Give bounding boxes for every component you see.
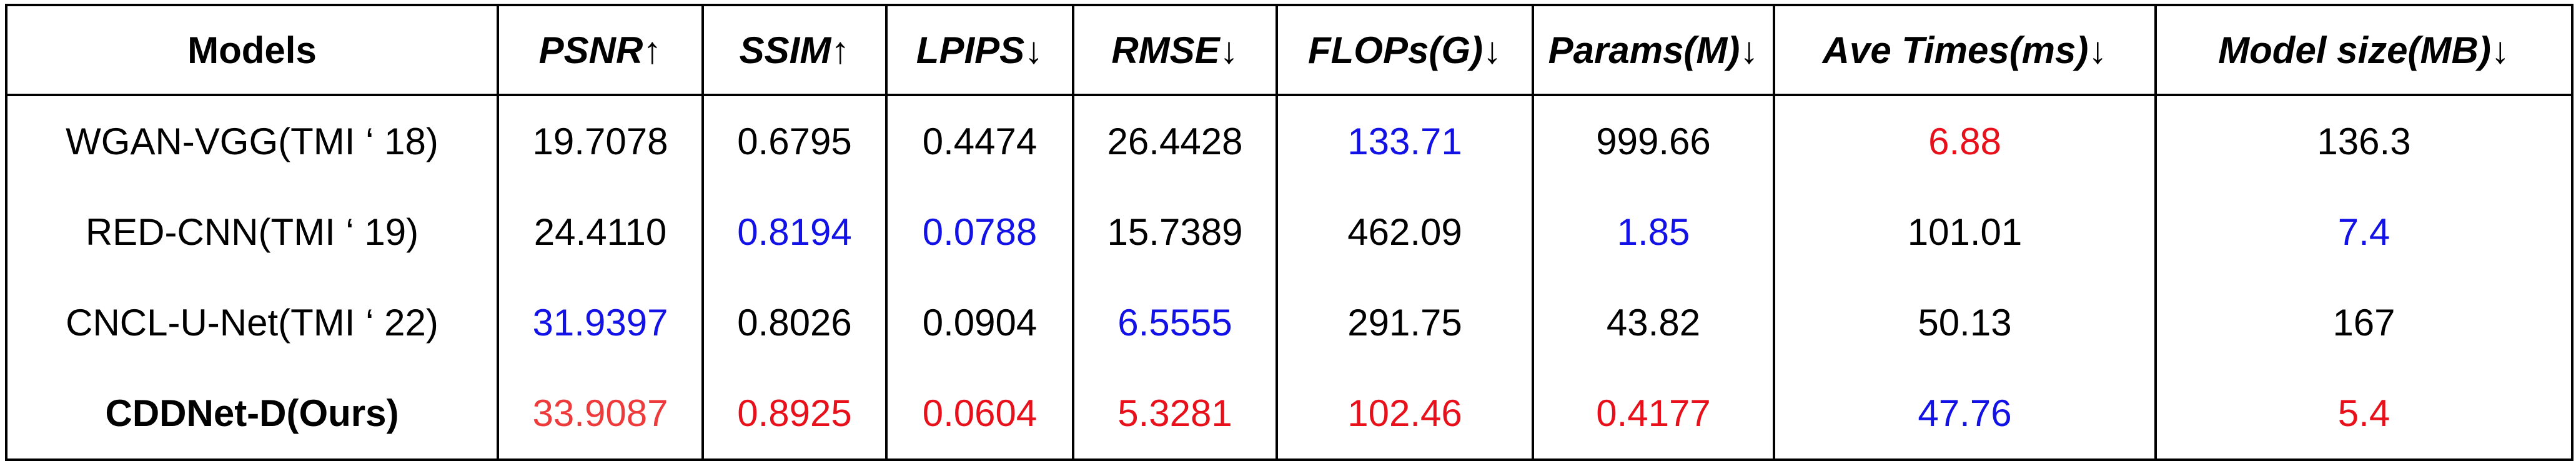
model-size-value-cell: 167 — [2154, 277, 2574, 368]
column-header-ave-times: Ave Times(ms)↓ — [1773, 4, 2157, 96]
params-value-cell: 43.82 — [1532, 277, 1775, 368]
comparison-table-container: Models PSNR↑ SSIM↑ LPIPS↓ RMSE↓ FLOPs(G)… — [5, 4, 2574, 461]
table-row: RED-CNN(TMI ‘ 19) 24.4110 0.8194 0.0788 15.7… — [5, 187, 2574, 277]
ssim-value-cell: 0.6795 — [701, 95, 888, 187]
rmse-value-cell: 15.7389 — [1072, 187, 1278, 277]
ave-times-value-cell: 47.76 — [1773, 368, 2157, 461]
model-name-cell: CNCL-U-Net(TMI ‘ 22) — [5, 277, 499, 368]
header-row: Models PSNR↑ SSIM↑ LPIPS↓ RMSE↓ FLOPs(G)… — [5, 4, 2574, 96]
flops-value-cell: 102.46 — [1276, 368, 1534, 461]
flops-value-cell: 462.09 — [1276, 187, 1534, 277]
table-body: WGAN-VGG(TMI ‘ 18) 19.7078 0.6795 0.4474 26.… — [5, 95, 2574, 461]
model-size-value-cell: 136.3 — [2154, 95, 2574, 187]
lpips-value-cell: 0.0788 — [885, 187, 1074, 277]
column-header-flops: FLOPs(G)↓ — [1276, 4, 1534, 96]
rmse-value-cell: 26.4428 — [1072, 95, 1278, 187]
column-header-params: Params(M)↓ — [1532, 4, 1775, 96]
table-row: WGAN-VGG(TMI ‘ 18) 19.7078 0.6795 0.4474 26.… — [5, 95, 2574, 187]
column-header-model-size: Model size(MB)↓ — [2154, 4, 2574, 96]
flops-value-cell: 133.71 — [1276, 95, 1534, 187]
comparison-table: Models PSNR↑ SSIM↑ LPIPS↓ RMSE↓ FLOPs(G)… — [5, 4, 2574, 461]
ave-times-value-cell: 6.88 — [1773, 95, 2157, 187]
model-name-cell: CDDNet-D(Ours) — [5, 368, 499, 461]
lpips-value-cell: 0.4474 — [885, 95, 1074, 187]
lpips-value-cell: 0.0604 — [885, 368, 1074, 461]
ssim-value-cell: 0.8194 — [701, 187, 888, 277]
rmse-value-cell: 5.3281 — [1072, 368, 1278, 461]
column-header-ssim: SSIM↑ — [701, 4, 888, 96]
ssim-value-cell: 0.8925 — [701, 368, 888, 461]
psnr-value-cell: 19.7078 — [497, 95, 704, 187]
model-size-value-cell: 5.4 — [2154, 368, 2574, 461]
ssim-value-cell: 0.8026 — [701, 277, 888, 368]
column-header-rmse: RMSE↓ — [1072, 4, 1278, 96]
table-row: CDDNet-D(Ours) 33.9087 0.8925 0.0604 5.3281 1… — [5, 368, 2574, 461]
model-name-cell: RED-CNN(TMI ‘ 19) — [5, 187, 499, 277]
params-value-cell: 1.85 — [1532, 187, 1775, 277]
model-size-value-cell: 7.4 — [2154, 187, 2574, 277]
ave-times-value-cell: 50.13 — [1773, 277, 2157, 368]
params-value-cell: 0.4177 — [1532, 368, 1775, 461]
table-row: CNCL-U-Net(TMI ‘ 22) 31.9397 0.8026 0.0904 6… — [5, 277, 2574, 368]
flops-value-cell: 291.75 — [1276, 277, 1534, 368]
rmse-value-cell: 6.5555 — [1072, 277, 1278, 368]
lpips-value-cell: 0.0904 — [885, 277, 1074, 368]
ave-times-value-cell: 101.01 — [1773, 187, 2157, 277]
column-header-psnr: PSNR↑ — [497, 4, 704, 96]
params-value-cell: 999.66 — [1532, 95, 1775, 187]
model-name-cell: WGAN-VGG(TMI ‘ 18) — [5, 95, 499, 187]
psnr-value-cell: 33.9087 — [497, 368, 704, 461]
column-header-models: Models — [5, 4, 499, 96]
psnr-value-cell: 24.4110 — [497, 187, 704, 277]
psnr-value-cell: 31.9397 — [497, 277, 704, 368]
column-header-lpips: LPIPS↓ — [885, 4, 1074, 96]
